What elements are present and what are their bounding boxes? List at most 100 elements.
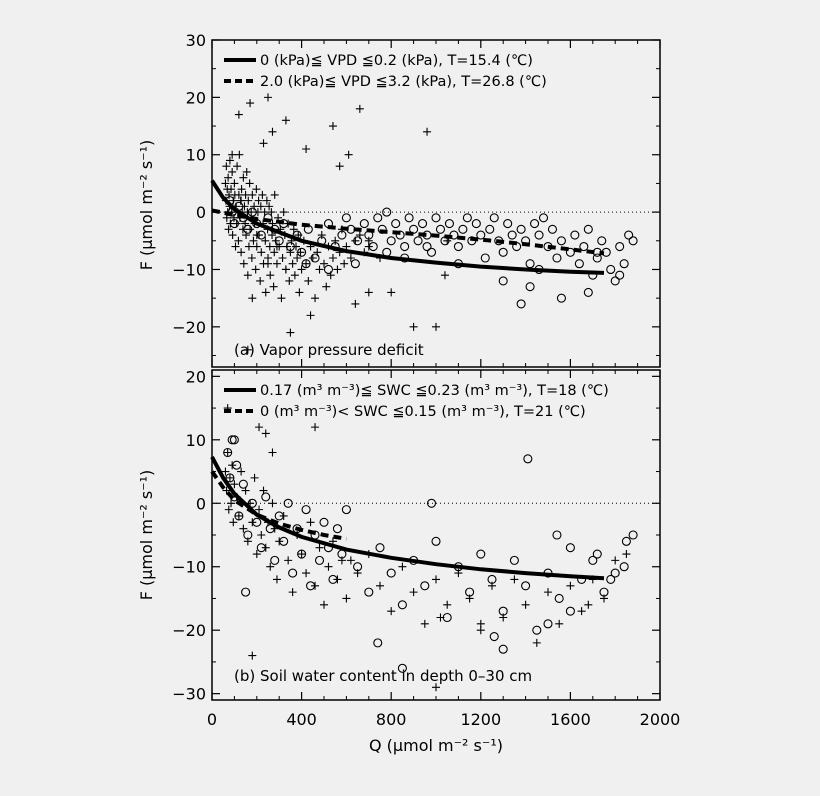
- data-point-circle: [285, 241, 295, 252]
- data-point-circle: [256, 543, 266, 553]
- data-point-plus: [285, 276, 294, 285]
- data-point-circle: [565, 247, 575, 257]
- data-point-plus: [289, 225, 298, 234]
- data-point-plus: [308, 254, 317, 262]
- data-point-circle: [458, 224, 468, 234]
- data-point-circle: [270, 555, 280, 565]
- data-point-plus: [239, 259, 248, 268]
- data-point-plus: [292, 242, 300, 251]
- data-point-plus: [252, 185, 261, 194]
- data-point-plus: [235, 150, 244, 159]
- data-point-circle: [426, 247, 437, 257]
- data-point-plus: [355, 104, 364, 113]
- data-point-circle: [442, 612, 452, 623]
- data-point-plus: [510, 575, 519, 584]
- data-point-plus: [315, 543, 324, 552]
- data-point-plus: [293, 254, 302, 262]
- data-point-plus: [237, 467, 246, 476]
- data-point-circle: [225, 473, 235, 483]
- data-point-circle: [538, 213, 549, 223]
- data-point-circle: [547, 224, 558, 234]
- data-point-circle: [485, 224, 495, 234]
- data-point-circle: [465, 587, 475, 597]
- data-point-plus: [242, 167, 251, 176]
- panel-vapor-pressure-deficit: F (μmol m⁻² s⁻¹) (a) Vapor pressure defi…: [137, 31, 661, 368]
- data-point-circle: [619, 562, 629, 572]
- data-point-plus: [239, 524, 248, 533]
- data-point-plus: [234, 190, 243, 199]
- data-point-plus: [234, 511, 243, 520]
- data-point-circle: [373, 213, 383, 223]
- legend-label: 0 (m³ m⁻³)< SWC ≦0.15 (m³ m⁻³), T=21 (℃): [260, 404, 586, 420]
- data-point-plus: [577, 607, 586, 616]
- data-point-circle: [565, 543, 575, 553]
- data-point-plus: [622, 550, 631, 559]
- y-tick-label: 0: [196, 203, 206, 222]
- data-point-plus: [250, 202, 259, 211]
- data-point-circle: [498, 247, 508, 257]
- data-point-circle: [621, 536, 631, 546]
- data-point-plus: [278, 254, 287, 262]
- data-point-circle: [306, 581, 316, 591]
- data-point-circle: [373, 638, 383, 648]
- data-point-circle: [599, 587, 609, 597]
- panel-soil-water-content: F (μmol m⁻² s⁻¹) (b) Soil water content …: [137, 367, 680, 755]
- data-point-circle: [238, 479, 248, 489]
- data-point-plus: [246, 225, 255, 234]
- data-point-circle: [247, 207, 257, 217]
- data-point-circle: [619, 259, 629, 269]
- data-point-plus: [246, 99, 255, 108]
- data-point-plus: [584, 600, 593, 609]
- data-point-plus: [432, 575, 440, 584]
- data-point-circle: [498, 644, 508, 654]
- data-point-circle: [368, 241, 378, 252]
- data-point-plus: [225, 156, 234, 165]
- data-point-circle: [243, 224, 253, 234]
- data-point-circle: [606, 264, 616, 275]
- data-point-plus: [521, 600, 530, 609]
- data-point-circle: [301, 259, 311, 269]
- data-point-circle: [525, 282, 535, 292]
- data-point-plus: [265, 242, 274, 251]
- data-point-plus: [423, 127, 432, 136]
- data-point-circle: [610, 276, 620, 286]
- data-point-circle: [288, 568, 298, 578]
- data-point-plus: [244, 196, 253, 205]
- data-point-plus: [232, 219, 241, 228]
- data-point-plus: [364, 236, 373, 245]
- data-point-plus: [532, 638, 541, 647]
- x-tick-label: 1600: [550, 710, 591, 729]
- data-point-circle: [397, 600, 407, 610]
- data-point-plus: [315, 265, 324, 274]
- data-point-circle: [624, 230, 634, 240]
- data-point-circle: [453, 241, 463, 252]
- data-point-circle: [229, 435, 239, 445]
- data-point-circle: [579, 241, 589, 252]
- y-tick-label: −10: [172, 558, 206, 577]
- y-tick-label: −10: [172, 260, 206, 279]
- data-point-circle: [431, 213, 441, 223]
- data-point-plus: [272, 575, 281, 584]
- data-point-plus: [243, 345, 252, 354]
- data-point-circle: [498, 276, 508, 286]
- data-point-plus: [222, 162, 231, 171]
- data-point-circle: [386, 236, 396, 246]
- data-point-plus: [342, 594, 351, 603]
- data-point-plus: [255, 423, 264, 432]
- data-point-circle: [615, 270, 625, 280]
- panel-label: (a) Vapor pressure deficit: [234, 341, 424, 359]
- data-point-circle: [274, 511, 284, 521]
- data-point-plus: [268, 499, 277, 508]
- y-tick-label: 30: [186, 31, 206, 50]
- data-point-plus: [302, 145, 311, 153]
- fit-curve-solid: [210, 179, 605, 275]
- data-point-circle: [279, 536, 289, 546]
- x-tick-label: 400: [286, 710, 317, 729]
- data-point-circle: [523, 454, 533, 464]
- data-point-plus: [432, 322, 440, 331]
- data-point-plus: [611, 556, 620, 565]
- data-point-plus: [268, 127, 277, 136]
- data-point-plus: [272, 259, 281, 268]
- data-point-plus: [221, 179, 230, 188]
- data-point-circle: [241, 587, 251, 597]
